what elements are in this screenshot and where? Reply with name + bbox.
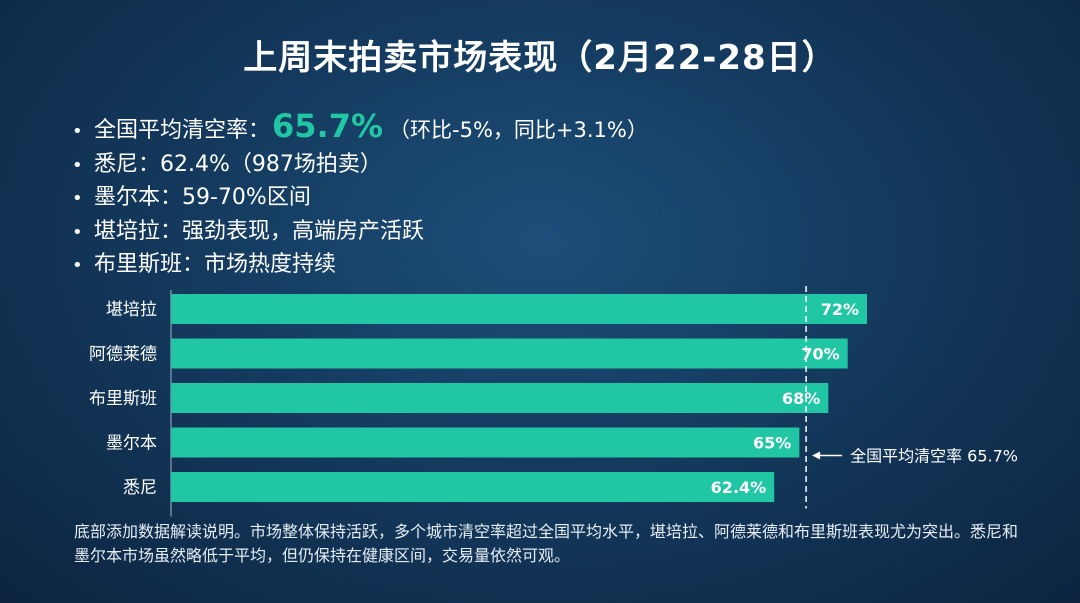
bullet-melbourne: • 墨尔本：59-70%区间: [72, 182, 648, 216]
category-label: 堪培拉: [106, 300, 157, 320]
value-label: 72%: [821, 300, 859, 319]
bullet-national-prefix: 全国平均清空率：: [94, 118, 271, 143]
bullet-canberra: • 堪培拉：强劲表现，高端房产活跃: [72, 216, 648, 250]
value-label: 68%: [782, 389, 820, 408]
bar-3: [171, 427, 800, 458]
category-label: 阿德莱德: [89, 345, 157, 365]
bullet-canberra-text: 堪培拉：强劲表现，高端房产活跃: [94, 218, 425, 244]
bullet-brisbane-text: 布里斯班：市场热度持续: [94, 252, 337, 277]
bullet-national: • 全国平均清空率： 65.7% （环比-5%，同比+3.1%）: [72, 110, 648, 149]
bullet-dot: •: [72, 121, 83, 142]
bullet-dot: •: [72, 188, 83, 209]
bullet-sydney-text: 悉尼：62.4%（987场拍卖）: [94, 151, 382, 177]
page-title: 上周末拍卖市场表现（2月22-28日）: [243, 38, 837, 78]
bar-4: [171, 472, 775, 502]
bullet-sydney: • 悉尼：62.4%（987场拍卖）: [72, 149, 648, 183]
bar-0: [171, 294, 867, 324]
bullet-melbourne-text: 墨尔本：59-70%区间: [94, 185, 311, 210]
category-label: 墨尔本: [106, 434, 157, 454]
category-label: 悉尼: [123, 478, 157, 498]
bar-2: [171, 383, 829, 413]
bullet-dot: •: [72, 255, 83, 276]
bullet-dot: •: [72, 154, 83, 176]
bar-1: [171, 338, 848, 369]
national-rate-highlight: 65.7%: [272, 107, 384, 145]
value-label: 70%: [801, 345, 839, 364]
interpretation-note: 底部添加数据解读说明。市场整体保持活跃，多个城市清空率超过全国平均水平，堪培拉、…: [74, 522, 1019, 565]
value-label: 62.4%: [711, 478, 767, 497]
value-label: 65%: [753, 434, 791, 453]
summary-list: • 全国平均清空率： 65.7% （环比-5%，同比+3.1%） • 悉尼：62…: [72, 110, 648, 283]
reference-line-label: 全国平均清空率 65.7%: [850, 447, 1018, 466]
bullet-brisbane: • 布里斯班：市场热度持续: [72, 249, 648, 283]
annotation-arrow-head: [812, 451, 821, 460]
bullet-dot: •: [72, 221, 83, 243]
category-label: 布里斯班: [89, 389, 157, 409]
bullet-national-suffix: （环比-5%，同比+3.1%）: [389, 118, 648, 142]
